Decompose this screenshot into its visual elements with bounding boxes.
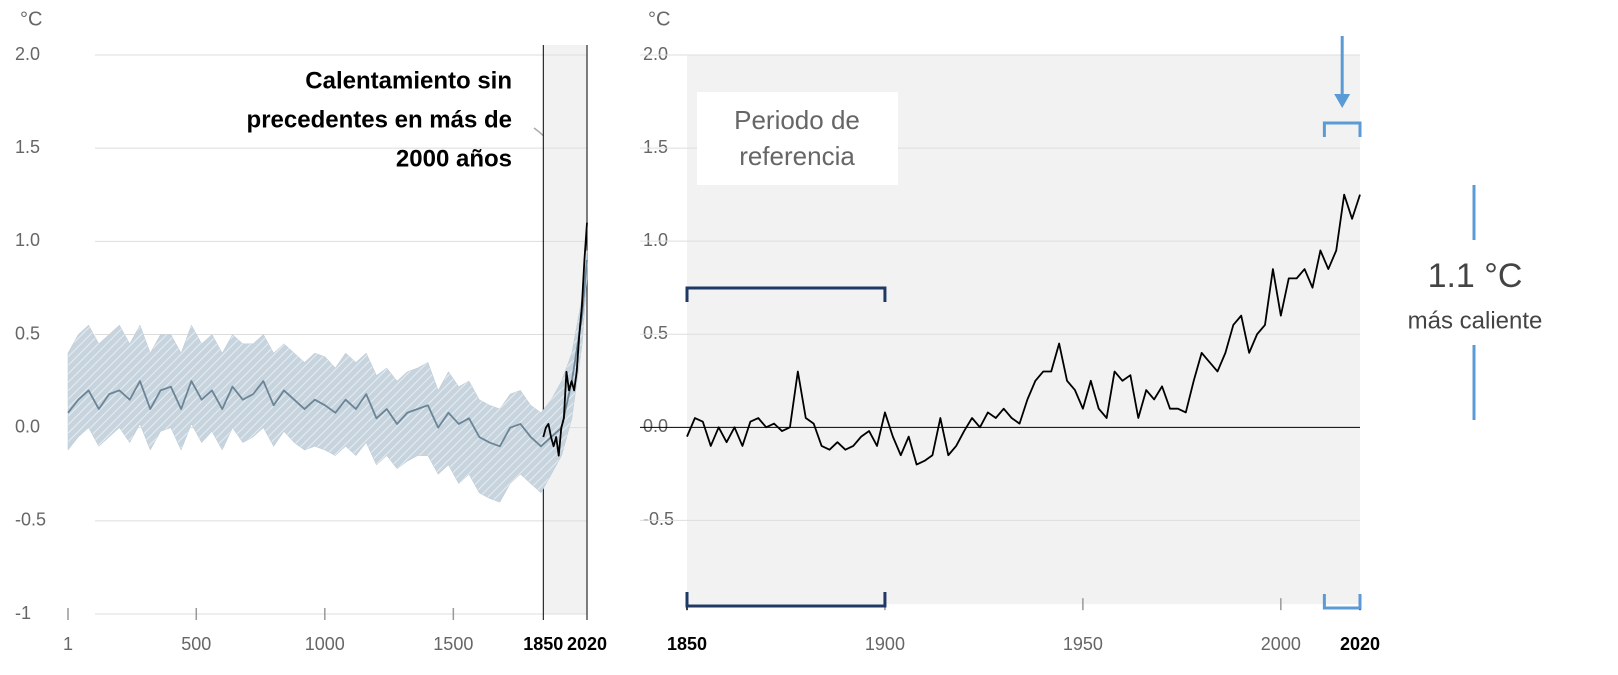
y-tick-label: 1.0 [15, 230, 40, 250]
unit-label: °C [20, 8, 42, 30]
x-tick-label: 2020 [567, 634, 607, 654]
recent-bracket [1322, 594, 1362, 610]
x-tick-label: 1850 [523, 634, 563, 654]
y-tick-label: 0.5 [643, 323, 668, 343]
reference-bracket [685, 592, 887, 608]
x-tick-label: 2000 [1261, 634, 1301, 654]
x-tick-label: 1850 [667, 634, 707, 654]
x-tick-label: 1900 [865, 634, 905, 654]
x-tick-label: 1 [63, 634, 73, 654]
y-tick-label: 0.0 [643, 416, 668, 436]
reference-label: Periodo de [734, 105, 860, 135]
x-tick-label: 1000 [305, 634, 345, 654]
x-tick-label: 1500 [433, 634, 473, 654]
recent-arrowhead [1334, 94, 1351, 108]
warming-value: 1.1 °C [1428, 257, 1523, 295]
y-tick-label: 2.0 [15, 44, 40, 64]
x-tick-label: 1950 [1063, 634, 1103, 654]
unit-label: °C [648, 8, 670, 30]
reference-bracket [685, 286, 887, 302]
reference-box [697, 92, 898, 185]
warming-text: más caliente [1408, 307, 1543, 334]
recent-bracket [1322, 121, 1362, 137]
y-tick-label: 1.0 [643, 230, 668, 250]
y-tick-label: 0.5 [15, 323, 40, 343]
y-tick-label: -1 [15, 603, 31, 623]
annotation: Calentamiento sin [305, 67, 512, 94]
data-line [686, 193, 1361, 466]
x-tick-label: 2020 [1340, 634, 1380, 654]
y-tick-label: -0.5 [15, 510, 46, 530]
y-tick-label: 0.0 [15, 416, 40, 436]
reference-label: referencia [739, 141, 855, 171]
annotation: precedentes en más de [247, 106, 512, 133]
x-tick-label: 500 [181, 634, 211, 654]
data-line [542, 222, 588, 457]
y-tick-label: 1.5 [15, 137, 40, 157]
data-line [67, 259, 588, 448]
y-tick-label: 1.5 [643, 137, 668, 157]
y-tick-label: 2.0 [643, 44, 668, 64]
uncertainty-band [67, 250, 588, 503]
y-tick-label: -0.5 [643, 509, 674, 529]
annotation: 2000 años [396, 145, 512, 172]
